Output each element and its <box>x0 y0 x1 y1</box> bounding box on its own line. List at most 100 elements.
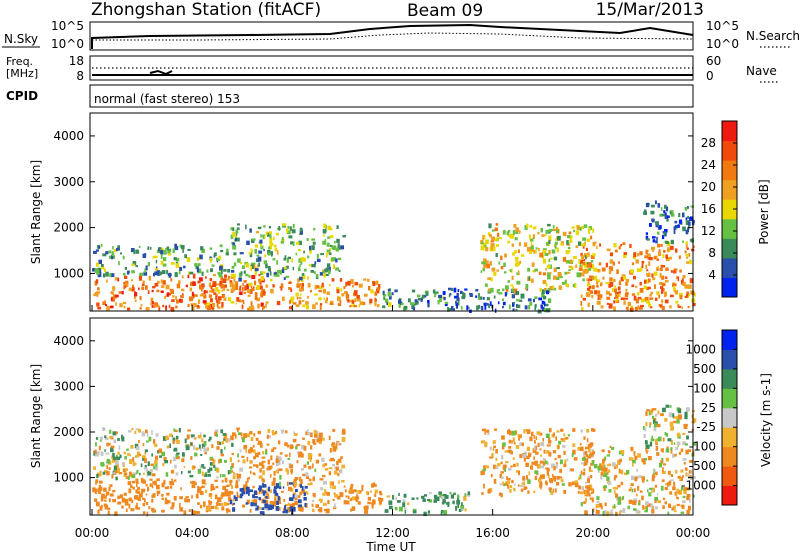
heatmap-cell <box>533 435 536 440</box>
heatmap-cell <box>588 475 591 481</box>
heatmap-cell <box>371 504 374 509</box>
x-tick-label: 20:00 <box>576 526 611 540</box>
heatmap-cell <box>161 270 166 275</box>
heatmap-cell <box>661 305 665 310</box>
heatmap-cell <box>149 246 152 250</box>
heatmap-cell <box>369 301 372 305</box>
heatmap-cell <box>591 428 594 432</box>
heatmap-cell <box>151 494 154 498</box>
power-heatmap <box>92 200 696 314</box>
heatmap-cell <box>689 278 694 284</box>
heatmap-cell <box>646 269 649 272</box>
heatmap-cell <box>151 301 154 305</box>
heatmap-cell <box>486 429 490 433</box>
heatmap-cell <box>159 247 164 251</box>
heatmap-cell <box>547 272 550 276</box>
heatmap-cell <box>664 487 668 491</box>
heatmap-cell <box>444 301 449 305</box>
heatmap-cell <box>478 293 480 298</box>
heatmap-cell <box>498 261 501 265</box>
heatmap-cell <box>597 465 602 471</box>
heatmap-cell <box>112 490 116 493</box>
heatmap-cell <box>202 300 207 304</box>
heatmap-cell <box>160 279 164 284</box>
heatmap-cell <box>639 304 644 308</box>
heatmap-cell <box>543 449 546 454</box>
heatmap-cell <box>642 426 645 431</box>
heatmap-cell <box>584 446 589 450</box>
heatmap-cell <box>203 448 208 453</box>
heatmap-cell <box>217 440 220 445</box>
heatmap-cell <box>462 292 465 297</box>
heatmap-cell <box>675 492 678 498</box>
heatmap-cell <box>248 306 253 311</box>
heatmap-cell <box>231 269 235 273</box>
heatmap-cell <box>266 491 268 496</box>
heatmap-cell <box>481 428 486 432</box>
heatmap-cell <box>304 503 307 507</box>
heatmap-cell <box>98 480 103 484</box>
heatmap-cell <box>163 249 167 255</box>
heatmap-cell <box>97 510 100 514</box>
heatmap-cell <box>222 485 227 490</box>
heatmap-cell <box>95 452 99 457</box>
heatmap-cell <box>248 282 253 287</box>
heatmap-cell <box>686 293 689 297</box>
heatmap-cell <box>111 458 116 463</box>
y-tick-label: 4000 <box>53 334 84 348</box>
heatmap-cell <box>203 501 206 507</box>
heatmap-cell <box>495 466 499 469</box>
heatmap-cell <box>171 478 173 481</box>
heatmap-cell <box>197 468 202 474</box>
heatmap-cell <box>97 245 100 249</box>
heatmap-cell <box>631 262 635 266</box>
heatmap-cell <box>351 506 355 511</box>
heatmap-cell <box>212 487 216 490</box>
heatmap-cell <box>299 283 304 287</box>
heatmap-cell <box>672 486 676 491</box>
heatmap-cell <box>124 267 127 270</box>
heatmap-cell <box>153 465 157 470</box>
heatmap-cell <box>138 287 140 291</box>
heatmap-cell <box>289 444 294 450</box>
heatmap-cell <box>287 502 290 506</box>
heatmap-cell <box>665 254 668 259</box>
heatmap-cell <box>653 256 657 260</box>
heatmap-cell <box>495 449 498 454</box>
heatmap-cell <box>190 303 194 307</box>
heatmap-cell <box>121 434 123 439</box>
heatmap-cell <box>269 231 272 235</box>
heatmap-cell <box>215 507 219 510</box>
heatmap-cell <box>171 299 175 302</box>
heatmap-cell <box>617 484 621 488</box>
colorbar-swatch <box>722 485 737 506</box>
heatmap-cell <box>300 261 303 265</box>
heatmap-cell <box>579 474 582 480</box>
nsearch-trace <box>92 32 694 41</box>
heatmap-cell <box>125 468 128 471</box>
heatmap-cell <box>667 247 670 253</box>
heatmap-cell <box>660 291 664 294</box>
heatmap-cell <box>309 459 312 462</box>
heatmap-cell <box>535 249 537 254</box>
heatmap-cell <box>579 491 583 495</box>
heatmap-cell <box>450 494 455 499</box>
heatmap-cell <box>653 426 657 432</box>
heatmap-cell <box>484 441 488 446</box>
heatmap-cell <box>218 300 221 304</box>
heatmap-cell <box>684 414 688 420</box>
heatmap-cell <box>503 271 507 274</box>
heatmap-cell <box>467 491 471 496</box>
heatmap-cell <box>335 267 339 271</box>
heatmap-cell <box>307 283 311 288</box>
heatmap-cell <box>220 269 223 274</box>
heatmap-cell <box>345 281 349 286</box>
heatmap-cell <box>589 469 593 472</box>
heatmap-cell <box>251 288 255 291</box>
heatmap-cell <box>301 279 304 282</box>
heatmap-cell <box>258 297 261 302</box>
heatmap-cell <box>395 496 397 501</box>
heatmap-cell <box>114 248 117 253</box>
heatmap-cell <box>144 253 147 258</box>
heatmap-cell <box>338 269 341 273</box>
